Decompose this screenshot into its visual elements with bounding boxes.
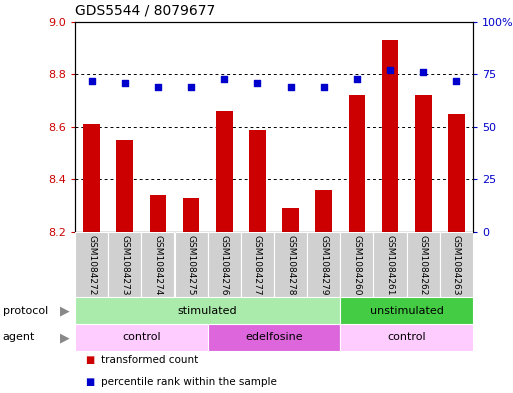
Bar <box>340 232 373 297</box>
Text: GSM1084261: GSM1084261 <box>386 235 394 295</box>
Point <box>320 84 328 90</box>
Text: GSM1084272: GSM1084272 <box>87 235 96 295</box>
Bar <box>382 40 399 232</box>
Bar <box>216 111 232 232</box>
Point <box>386 67 394 73</box>
Bar <box>448 114 465 232</box>
Text: percentile rank within the sample: percentile rank within the sample <box>101 376 277 387</box>
Bar <box>75 324 208 351</box>
Bar <box>174 232 208 297</box>
Bar <box>83 124 100 232</box>
Text: GSM1084260: GSM1084260 <box>352 235 362 295</box>
Bar <box>75 297 340 324</box>
Point <box>419 69 427 75</box>
Text: control: control <box>122 332 161 343</box>
Text: GSM1084279: GSM1084279 <box>319 235 328 295</box>
Text: ▶: ▶ <box>60 331 70 344</box>
Point <box>187 84 195 90</box>
Bar <box>373 232 407 297</box>
Text: agent: agent <box>3 332 35 343</box>
Point <box>353 75 361 82</box>
Text: GDS5544 / 8079677: GDS5544 / 8079677 <box>75 4 215 18</box>
Point <box>154 84 162 90</box>
Text: stimulated: stimulated <box>178 305 238 316</box>
Point <box>88 78 96 84</box>
Bar <box>241 232 274 297</box>
Bar <box>282 208 299 232</box>
Bar <box>208 324 340 351</box>
Point <box>253 80 262 86</box>
Bar <box>440 232 473 297</box>
Text: ■: ■ <box>85 355 94 365</box>
Bar <box>307 232 340 297</box>
Bar <box>75 232 108 297</box>
Text: GSM1084274: GSM1084274 <box>153 235 163 295</box>
Text: GSM1084277: GSM1084277 <box>253 235 262 295</box>
Text: GSM1084275: GSM1084275 <box>187 235 195 295</box>
Point <box>286 84 294 90</box>
Bar <box>274 232 307 297</box>
Text: GSM1084276: GSM1084276 <box>220 235 229 295</box>
Bar <box>249 130 266 232</box>
Text: GSM1084262: GSM1084262 <box>419 235 428 295</box>
Text: GSM1084263: GSM1084263 <box>452 235 461 295</box>
Bar <box>340 297 473 324</box>
Text: transformed count: transformed count <box>101 355 198 365</box>
Bar <box>315 190 332 232</box>
Bar <box>415 95 431 232</box>
Text: GSM1084278: GSM1084278 <box>286 235 295 295</box>
Bar <box>108 232 142 297</box>
Text: GSM1084273: GSM1084273 <box>120 235 129 295</box>
Bar <box>150 195 166 232</box>
Bar <box>208 232 241 297</box>
Bar <box>183 198 200 232</box>
Text: ■: ■ <box>85 376 94 387</box>
Text: control: control <box>387 332 426 343</box>
Point <box>220 75 228 82</box>
Text: ▶: ▶ <box>60 304 70 317</box>
Point <box>121 80 129 86</box>
Text: unstimulated: unstimulated <box>370 305 444 316</box>
Bar <box>116 140 133 232</box>
Bar <box>349 95 365 232</box>
Text: protocol: protocol <box>3 305 48 316</box>
Bar <box>407 232 440 297</box>
Bar <box>142 232 174 297</box>
Point <box>452 78 461 84</box>
Text: edelfosine: edelfosine <box>245 332 303 343</box>
Bar <box>340 324 473 351</box>
